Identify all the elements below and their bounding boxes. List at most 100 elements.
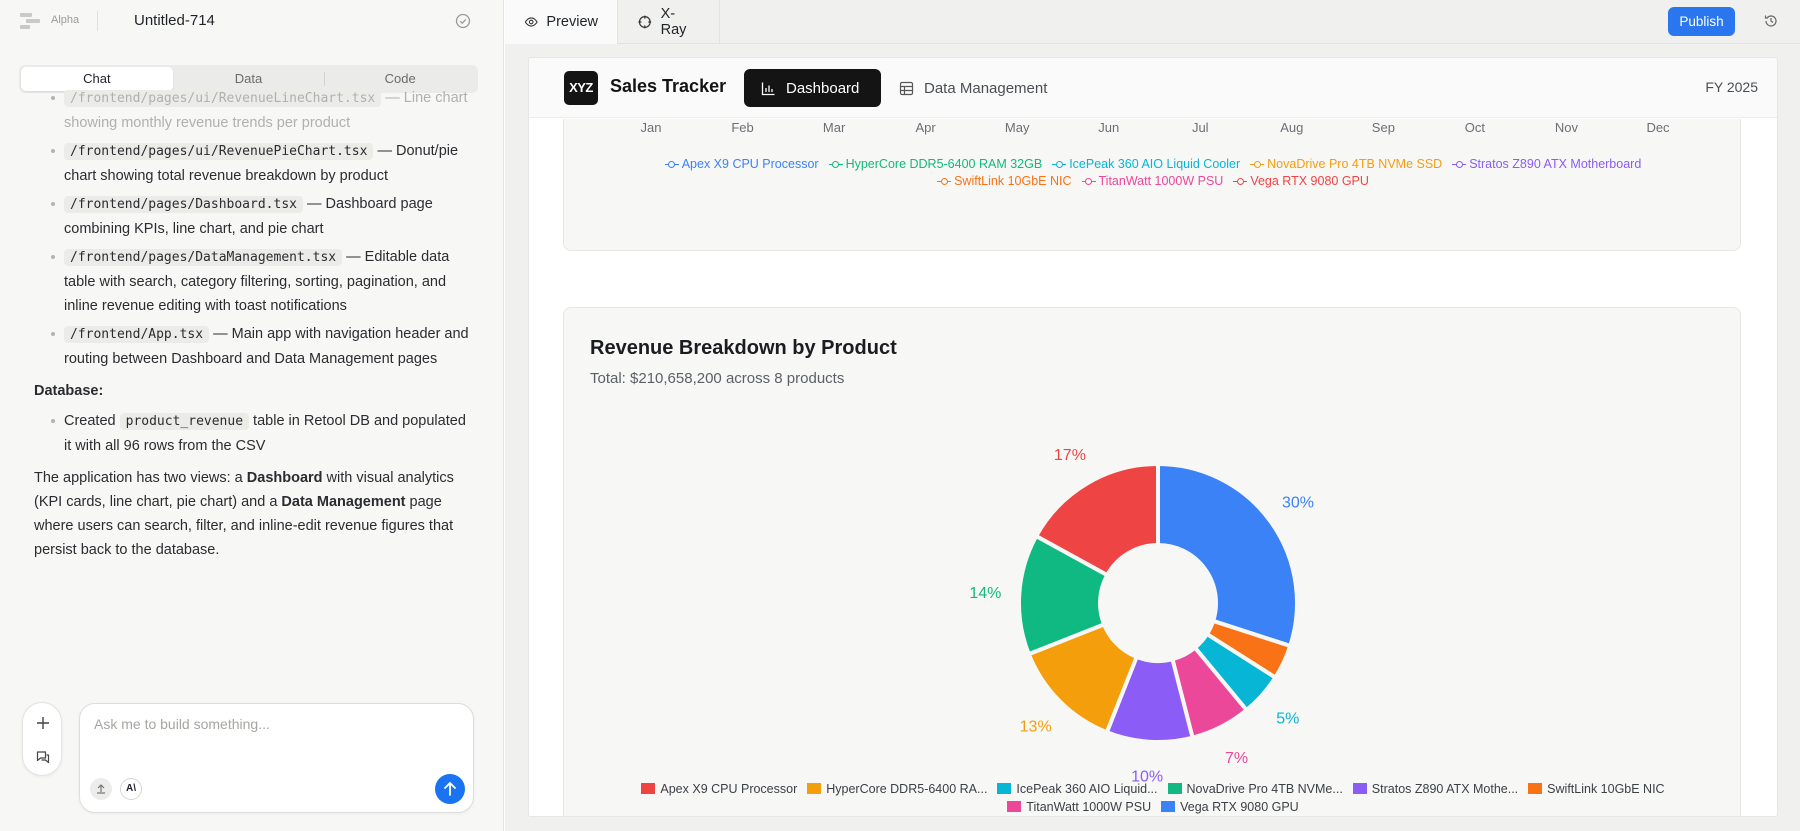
line-chart-card: $0 JanFebMarAprMayJunJulAugSepOctNovDec … — [563, 119, 1741, 251]
side-toolbar — [22, 702, 62, 776]
history-icon[interactable] — [1763, 13, 1779, 29]
x-axis-tick-label: Sep — [1371, 120, 1395, 135]
divider — [97, 11, 98, 31]
preview-panel: Preview X-Ray Publish XYZ Sales Tracker … — [505, 0, 1800, 831]
nav-dashboard[interactable]: Dashboard — [744, 69, 881, 107]
chat-transcript: /frontend/pages/ui/RevenueLineChart.tsx … — [34, 90, 474, 562]
x-axis-tick-label: Nov — [1554, 120, 1579, 135]
legend-item[interactable]: Vega RTX 9080 GPU — [1161, 798, 1299, 816]
crosshair-icon — [638, 15, 652, 29]
legend-item[interactable]: TitanWatt 1000W PSU — [1081, 173, 1223, 190]
x-axis-tick-label: Jun — [1098, 120, 1120, 135]
plus-icon[interactable] — [35, 715, 51, 731]
legend-item[interactable]: NovaDrive Pro 4TB NVMe SSD — [1250, 156, 1442, 173]
legend-item[interactable]: Apex X9 CPU Processor — [641, 780, 797, 798]
legend-item[interactable]: IcePeak 360 AIO Liquid Cooler — [1052, 156, 1240, 173]
slice-label: 30% — [1282, 494, 1314, 511]
tab-preview[interactable]: Preview — [505, 0, 618, 44]
list-item: Created product_revenue table in Retool … — [34, 409, 474, 458]
legend-marker-icon — [828, 160, 843, 169]
chat-panel: Alpha Untitled-714 Chat Data Code /front… — [0, 0, 504, 831]
legend-swatch-icon — [641, 783, 656, 794]
legend-marker-icon — [1081, 177, 1096, 186]
check-circle-icon[interactable] — [455, 13, 471, 29]
file-path: /frontend/pages/DataManagement.tsx — [64, 249, 343, 266]
legend-item[interactable]: HyperCore DDR5-6400 RAM 32GB — [828, 156, 1042, 173]
list-item: /frontend/pages/ui/RevenuePieChart.tsx —… — [34, 139, 474, 188]
arrow-up-icon — [444, 781, 456, 796]
legend-item[interactable]: Stratos Z890 ATX Mothe... — [1352, 780, 1518, 798]
file-path: /frontend/App.tsx — [64, 326, 210, 343]
pie-chart-card: Revenue Breakdown by Product Total: $210… — [563, 307, 1742, 816]
legend-item[interactable]: TitanWatt 1000W PSU — [1007, 798, 1151, 816]
fiscal-year: FY 2025 — [1705, 79, 1758, 95]
slice-label: 7% — [1225, 750, 1248, 767]
list-item: /frontend/pages/DataManagement.tsx — Edi… — [34, 245, 474, 318]
tab-preview-label: Preview — [546, 14, 598, 30]
legend-swatch-icon — [807, 783, 822, 794]
tab-code[interactable]: Code — [324, 67, 476, 91]
slice-label: 5% — [1276, 710, 1299, 727]
file-path: /frontend/pages/Dashboard.tsx — [64, 196, 303, 213]
x-axis-tick-label: Feb — [731, 120, 754, 135]
model-selector-button[interactable]: A\ — [120, 778, 142, 800]
chat-history-icon[interactable] — [35, 749, 51, 765]
x-axis-tick-label: Apr — [915, 120, 936, 135]
legend-swatch-icon — [1352, 783, 1367, 794]
x-axis-tick-label: May — [1004, 120, 1030, 135]
legend-item[interactable]: Vega RTX 9080 GPU — [1233, 173, 1369, 190]
legend-item[interactable]: Apex X9 CPU Processor — [664, 156, 819, 173]
chat-input[interactable] — [94, 716, 454, 732]
legend-item[interactable]: HyperCore DDR5-6400 RA... — [807, 780, 987, 798]
publish-button[interactable]: Publish — [1668, 7, 1735, 36]
legend-item[interactable]: SwiftLink 10GbE NIC — [937, 173, 1072, 190]
slice-label: 10% — [1131, 769, 1163, 786]
nav-data-management[interactable]: Data Management — [899, 69, 1047, 107]
dashboard-content[interactable]: $0 JanFebMarAprMayJunJulAugSepOctNovDec … — [529, 119, 1777, 816]
x-axis-tick-label: Oct — [1464, 120, 1486, 135]
legend-marker-icon — [937, 177, 952, 186]
legend-item[interactable]: Stratos Z890 ATX Motherboard — [1452, 156, 1641, 173]
file-path: /frontend/pages/ui/RevenuePieChart.tsx — [64, 143, 374, 160]
legend-item[interactable]: SwiftLink 10GbE NIC — [1528, 780, 1665, 798]
pie-chart-legend: Apex X9 CPU Processor HyperCore DDR5-6400… — [564, 780, 1742, 816]
line-chart-legend: Apex X9 CPU Processor HyperCore DDR5-6400… — [564, 156, 1742, 190]
x-axis-tick-label: Dec — [1646, 120, 1670, 135]
retool-logo-icon — [20, 13, 40, 29]
tab-xray[interactable]: X-Ray — [618, 0, 720, 44]
x-axis: Jan Feb Mar Apr May Jun Jul Aug Sep Oct Nov Dec — [564, 120, 1742, 140]
slice-label: 13% — [1020, 718, 1052, 735]
document-title[interactable]: Untitled-714 — [134, 12, 215, 29]
brand-name: Sales Tracker — [610, 76, 727, 96]
file-list: /frontend/pages/ui/RevenueLineChart.tsx … — [34, 86, 474, 371]
upload-button[interactable] — [90, 778, 112, 800]
pie-slice[interactable] — [1033, 461, 1160, 578]
pie-slice[interactable] — [1156, 461, 1299, 649]
summary-paragraph: The application has two views: a Dashboa… — [34, 470, 454, 558]
legend-swatch-icon — [1528, 783, 1543, 794]
bar-chart-icon — [761, 82, 775, 95]
legend-marker-icon — [1052, 160, 1067, 169]
x-axis-tick-label: Mar — [822, 120, 846, 135]
x-axis-tick-label: Jan — [640, 120, 662, 135]
left-topbar: Alpha Untitled-714 — [0, 0, 504, 42]
database-list: Created product_revenue table in Retool … — [34, 409, 474, 458]
legend-swatch-icon — [1007, 801, 1022, 812]
chart-title: Revenue Breakdown by Product — [590, 337, 897, 359]
app-header: XYZ Sales Tracker Dashboard Data Managem… — [529, 58, 1777, 118]
x-axis-tick-label: Jul — [1191, 120, 1209, 135]
legend-item[interactable]: NovaDrive Pro 4TB NVMe... — [1167, 780, 1343, 798]
alpha-tag: Alpha — [51, 14, 80, 26]
slice-label: 14% — [969, 585, 1001, 602]
tab-data[interactable]: Data — [234, 71, 263, 86]
tab-chat[interactable]: Chat — [21, 67, 173, 91]
legend-swatch-icon — [1167, 783, 1182, 794]
send-button[interactable] — [435, 774, 465, 804]
legend-item[interactable]: IcePeak 360 AIO Liquid... — [997, 780, 1158, 798]
eye-icon — [524, 17, 538, 27]
app-preview: XYZ Sales Tracker Dashboard Data Managem… — [528, 57, 1778, 817]
table-icon — [899, 81, 914, 95]
legend-swatch-icon — [997, 783, 1012, 794]
legend-marker-icon — [1250, 160, 1265, 169]
left-tabs: Chat Data Code — [19, 65, 478, 93]
